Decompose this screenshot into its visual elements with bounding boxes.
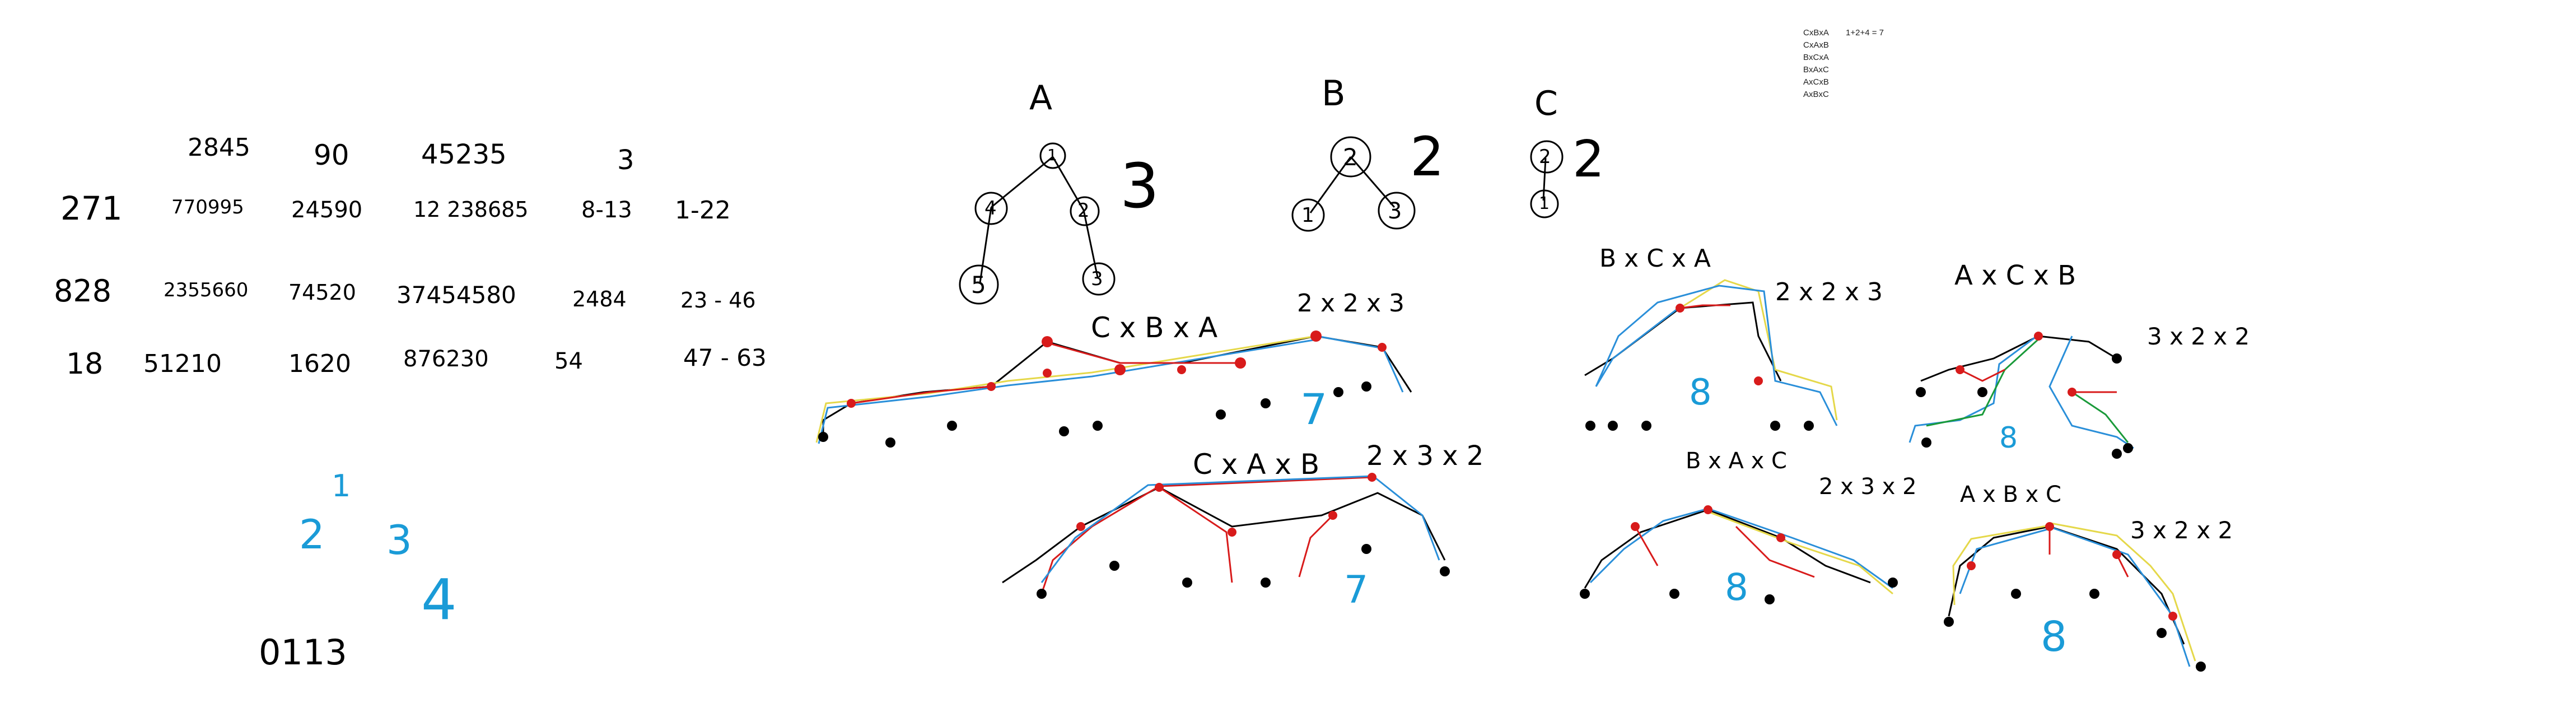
typed-line: AxCxB bbox=[1803, 77, 1829, 87]
tree-c-label: C bbox=[1534, 84, 1558, 123]
typed-line: BxCxA bbox=[1803, 53, 1829, 62]
tree-node: 4 bbox=[984, 197, 997, 220]
number-cell: 1-22 bbox=[675, 196, 731, 225]
tree-node: 2 bbox=[1343, 143, 1358, 171]
number-cell: 37454580 bbox=[396, 281, 516, 309]
triangle-bottom: 0113 bbox=[259, 632, 347, 673]
number-cell: 2355660 bbox=[164, 279, 249, 301]
triangle-mid: 3 bbox=[386, 516, 412, 564]
product-formula: 3 x 2 x 2 bbox=[2147, 323, 2250, 350]
product-result: 7 bbox=[1344, 568, 1369, 612]
product-formula: 2 x 3 x 2 bbox=[1366, 440, 1484, 472]
number-cell: 90 bbox=[314, 139, 349, 171]
number-cell: 23 - 46 bbox=[680, 288, 756, 313]
product-label: A x C x B bbox=[1954, 260, 2076, 291]
tree-b-count: 2 bbox=[1410, 125, 1445, 188]
typed-line: CxAxB bbox=[1803, 40, 1829, 50]
number-cell: 47 - 63 bbox=[683, 344, 767, 371]
number-cell: 74520 bbox=[288, 280, 356, 305]
tree-a-count: 3 bbox=[1120, 150, 1159, 222]
product-label: C x B x A bbox=[1091, 311, 1218, 344]
number-cell: 8-13 bbox=[581, 197, 632, 223]
tree-b-label: B bbox=[1322, 73, 1346, 114]
typed-line: CxBxA bbox=[1803, 28, 1829, 38]
product-result: 8 bbox=[1999, 421, 2018, 455]
number-cell: 3 bbox=[617, 145, 634, 176]
typed-line: AxBxC bbox=[1803, 90, 1829, 99]
tree-a-label: A bbox=[1029, 78, 1053, 118]
product-formula: 2 x 2 x 3 bbox=[1297, 289, 1405, 318]
tree-node: 3 bbox=[1388, 198, 1402, 224]
number-cell: 54 bbox=[554, 348, 583, 374]
number-cell: 1620 bbox=[288, 350, 351, 378]
product-label: B x A x C bbox=[1686, 448, 1787, 474]
number-cell: 770995 bbox=[171, 196, 244, 218]
number-cell: 45235 bbox=[421, 139, 507, 170]
triangle-right: 4 bbox=[421, 567, 457, 632]
product-label: C x A x B bbox=[1193, 448, 1320, 481]
number-cell: 2845 bbox=[188, 133, 250, 162]
triangle-top: 1 bbox=[332, 468, 351, 504]
product-result: 8 bbox=[1689, 372, 1712, 413]
product-result: 8 bbox=[1725, 566, 1748, 609]
number-cell: 2484 bbox=[572, 287, 627, 311]
typed-sum: 1+2+4 = 7 bbox=[1846, 28, 1884, 38]
number-cell: 24590 bbox=[291, 197, 363, 223]
tree-node: 1 bbox=[1539, 194, 1550, 213]
product-label: B x C x A bbox=[1599, 244, 1711, 273]
product-formula: 3 x 2 x 2 bbox=[2130, 516, 2233, 544]
tree-node: 2 bbox=[1539, 146, 1551, 168]
number-cell: 876230 bbox=[403, 346, 489, 372]
tree-node: 3 bbox=[1091, 268, 1103, 290]
tree-node: 2 bbox=[1077, 199, 1090, 222]
number-cell: 12 238685 bbox=[413, 197, 529, 222]
product-result: 8 bbox=[2041, 613, 2068, 661]
product-formula: 2 x 3 x 2 bbox=[1819, 474, 1917, 500]
tree-node: 5 bbox=[971, 271, 986, 299]
number-cell: 51210 bbox=[143, 350, 222, 378]
number-cell: 271 bbox=[60, 189, 123, 227]
triangle-left: 2 bbox=[299, 511, 325, 558]
number-cell: 828 bbox=[54, 273, 112, 309]
product-result: 7 bbox=[1300, 384, 1328, 434]
typed-line: BxAxC bbox=[1803, 65, 1829, 75]
tree-c-count: 2 bbox=[1572, 130, 1605, 189]
product-label: A x B x C bbox=[1960, 482, 2061, 508]
tree-node: 1 bbox=[1047, 146, 1057, 164]
number-cell: 18 bbox=[66, 347, 104, 381]
product-formula: 2 x 2 x 3 bbox=[1775, 278, 1883, 306]
tree-node: 1 bbox=[1301, 204, 1314, 227]
